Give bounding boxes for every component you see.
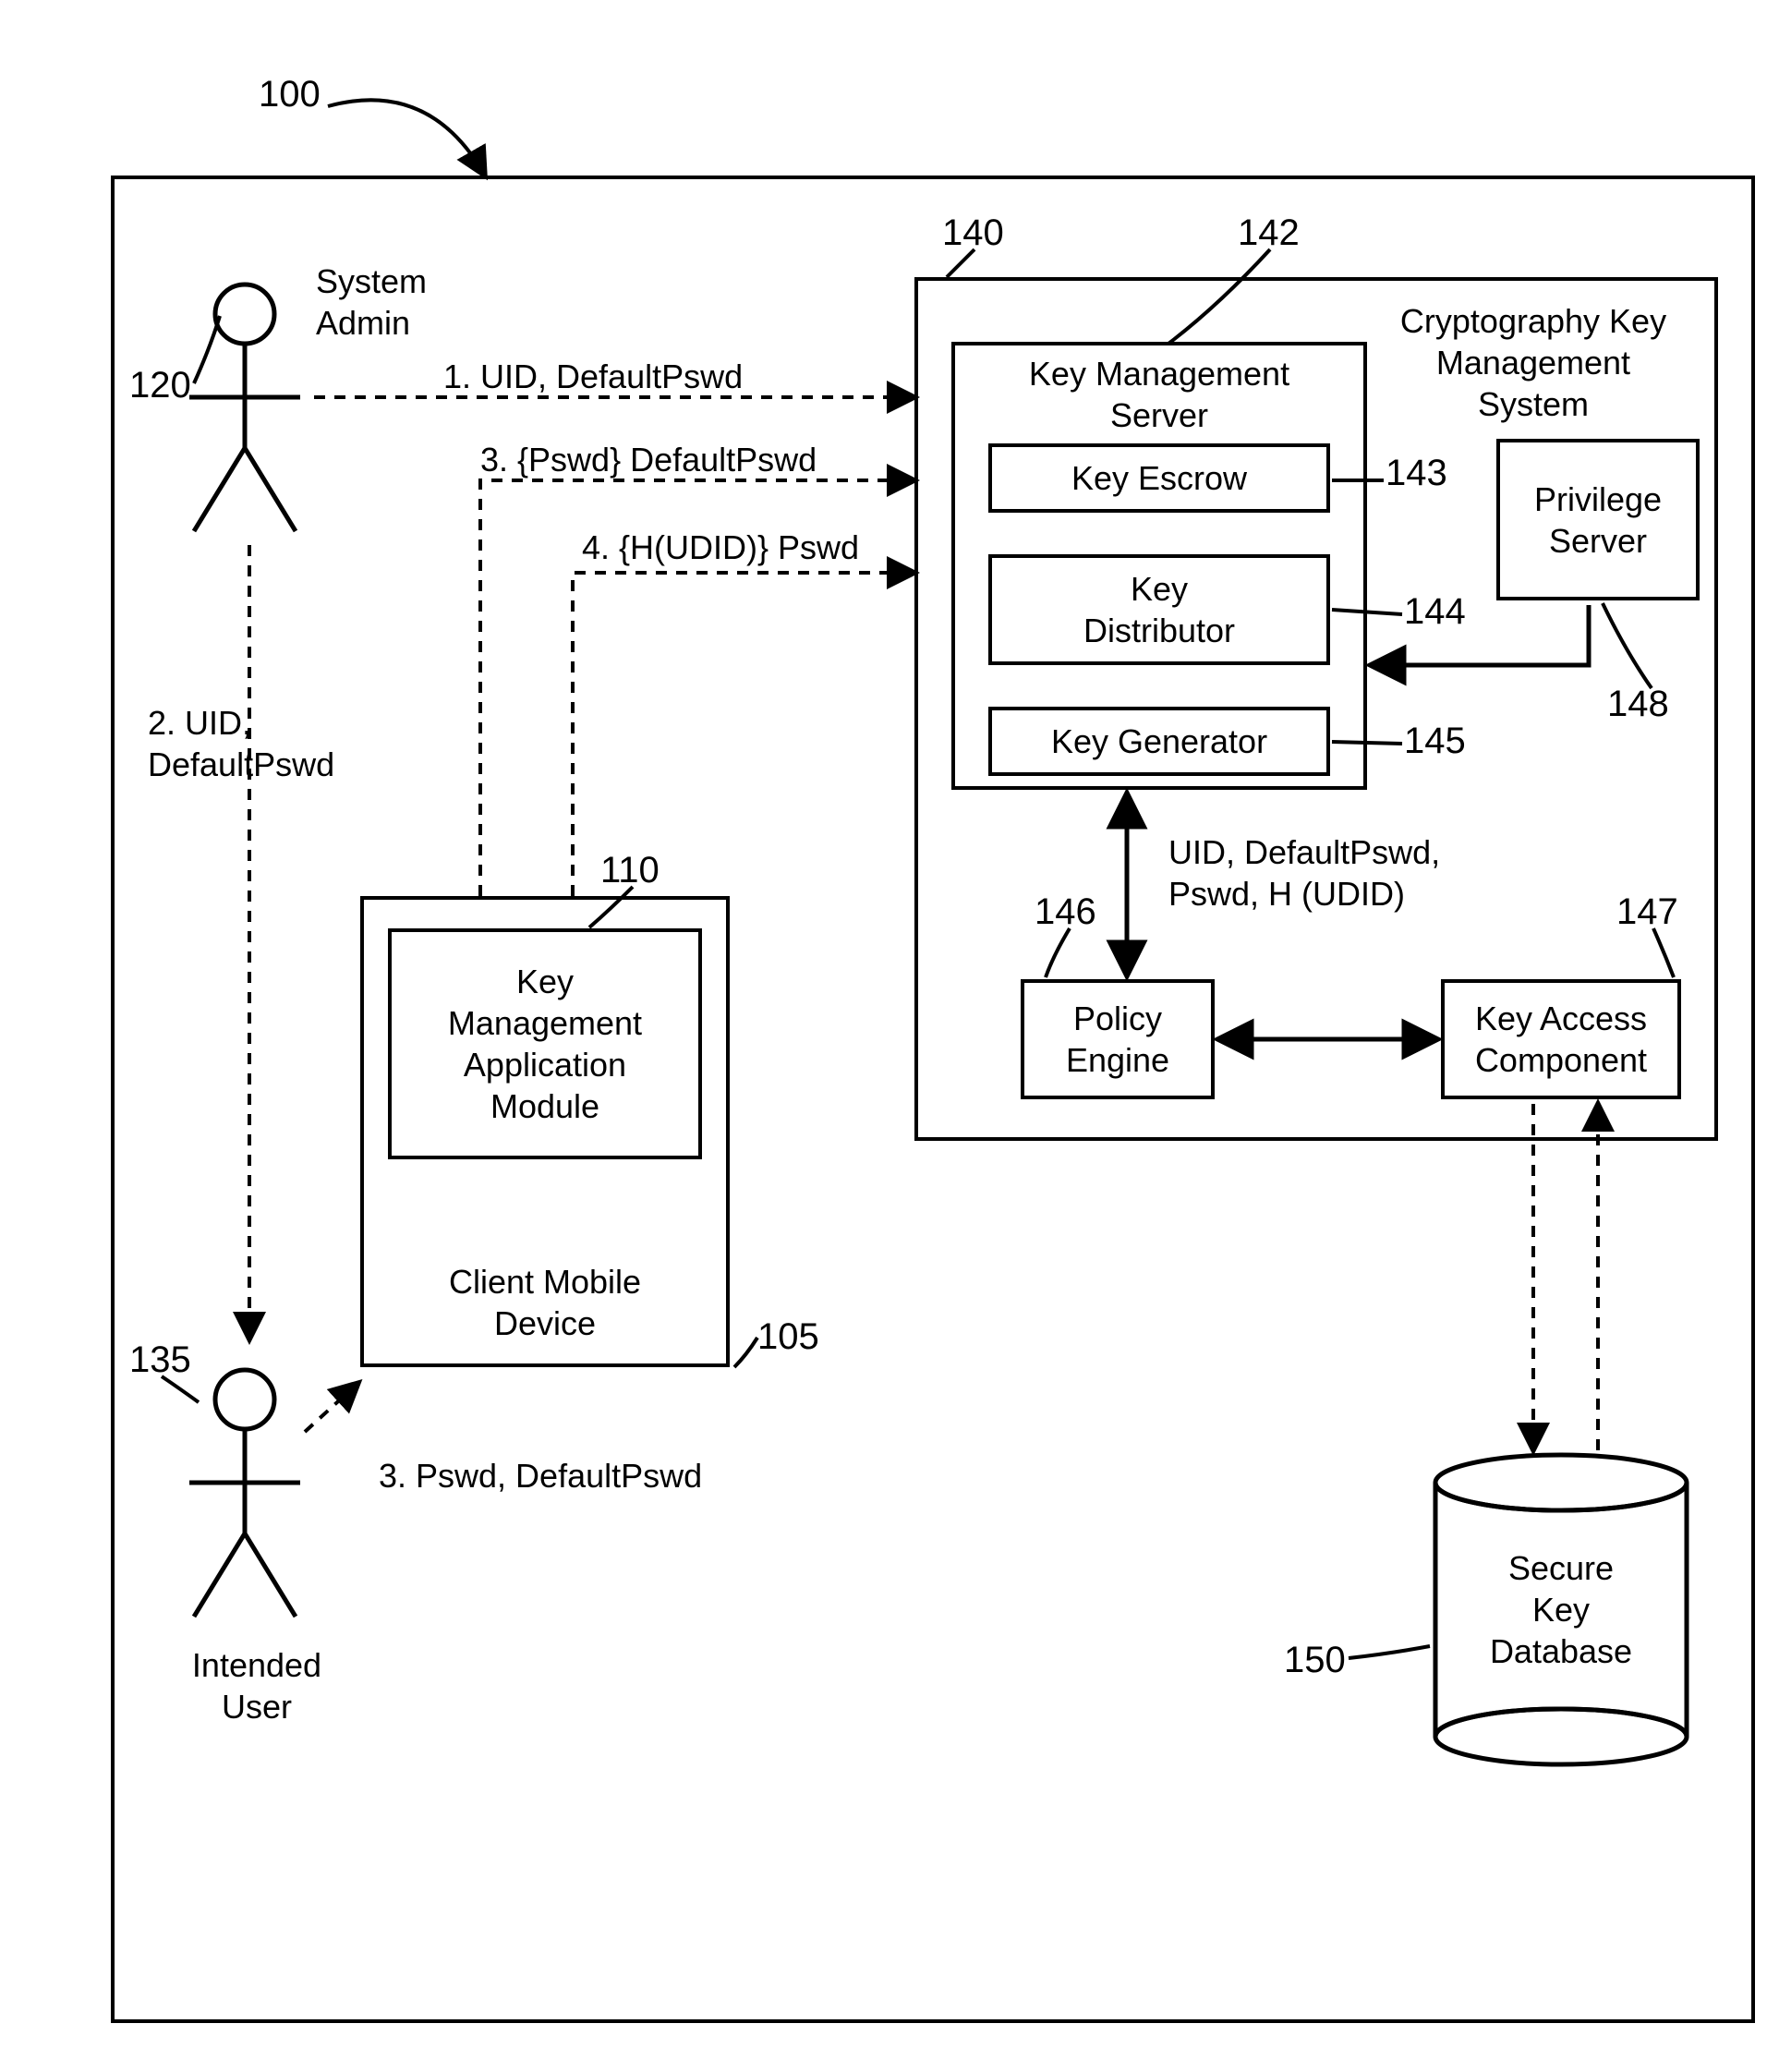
flow-3a-label: 3. {Pswd} DefaultPswd	[480, 439, 817, 480]
ckms-label: Cryptography KeyManagement System	[1376, 300, 1690, 425]
key-escrow-label: Key Escrow	[1071, 457, 1247, 499]
client-device-label: Client MobileDevice	[443, 1261, 647, 1344]
ref-110: 110	[600, 850, 660, 891]
key-distributor-box: KeyDistributor	[988, 554, 1330, 665]
user-label: IntendedUser	[183, 1644, 331, 1727]
key-generator-box: Key Generator	[988, 707, 1330, 776]
key-access-label: Key AccessComponent	[1475, 998, 1647, 1081]
flow-2-label: 2. UID,DefaultPswd	[148, 702, 334, 785]
flow-1-label: 1. UID, DefaultPswd	[443, 356, 743, 397]
policy-engine-label: PolicyEngine	[1066, 998, 1169, 1081]
kms-label: Key ManagementServer	[998, 353, 1321, 436]
key-generator-label: Key Generator	[1051, 721, 1267, 762]
database-label: SecureKeyDatabase	[1459, 1547, 1663, 1672]
key-distributor-label: KeyDistributor	[1083, 568, 1235, 651]
admin-label: SystemAdmin	[316, 261, 427, 344]
leader-100	[328, 100, 485, 176]
flow-mid-label: UID, DefaultPswd,Pswd, H (UDID)	[1168, 831, 1440, 915]
key-access-box: Key AccessComponent	[1441, 979, 1681, 1099]
ref-140: 140	[942, 212, 1004, 254]
kmam-label: KeyManagementApplicationModule	[448, 961, 642, 1127]
flow-4-label: 4. {H(UDID)} Pswd	[582, 527, 859, 568]
policy-engine-box: PolicyEngine	[1021, 979, 1215, 1099]
admin-icon	[180, 277, 309, 545]
diagram-canvas: 100 120 140 142 143 144 145 146 147 148 …	[18, 18, 1767, 2054]
ref-142: 142	[1238, 212, 1300, 254]
privilege-server-box: PrivilegeServer	[1496, 439, 1700, 600]
key-escrow-box: Key Escrow	[988, 443, 1330, 513]
privilege-server-label: PrivilegeServer	[1534, 479, 1662, 562]
user-icon	[180, 1363, 309, 1630]
ref-105: 105	[757, 1316, 819, 1358]
kmam-box: KeyManagementApplicationModule	[388, 928, 702, 1159]
ref-150: 150	[1284, 1640, 1346, 1681]
flow-3b-label: 3. Pswd, DefaultPswd	[379, 1455, 702, 1496]
ref-100: 100	[259, 74, 321, 115]
